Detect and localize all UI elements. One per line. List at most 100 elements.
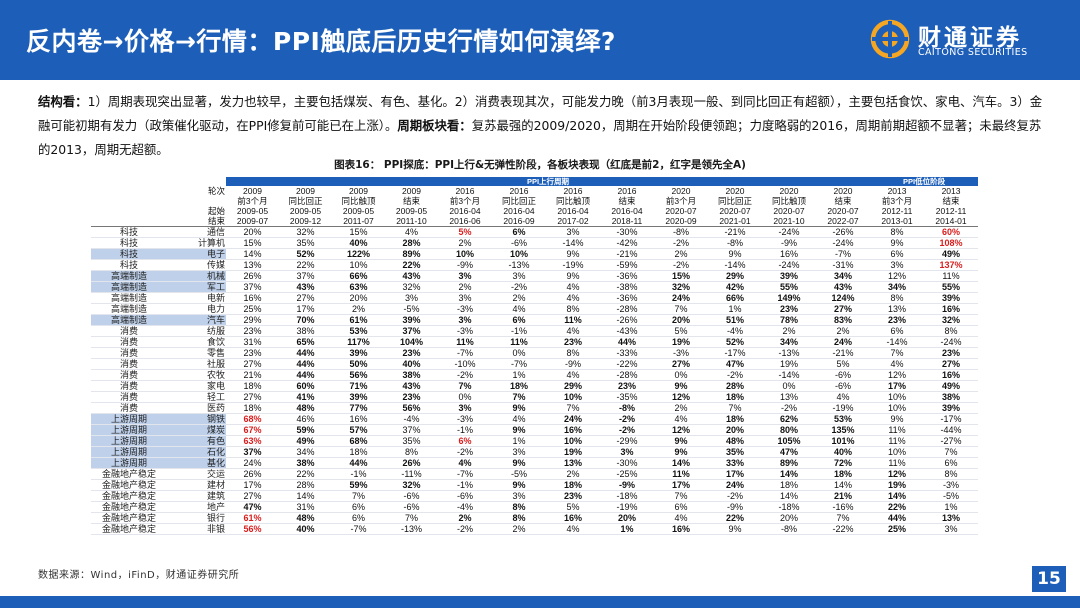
value-cell: 44% — [279, 369, 332, 381]
value-cell: 9% — [654, 435, 708, 447]
value-cell: 7% — [438, 380, 492, 392]
table-row: 上游周期 石化 37% 34% 18% 8% -2% 3% 19% 3% 9% 35% 47% 40% 10… — [91, 446, 979, 458]
sector-cell: 消费 — [91, 402, 167, 414]
value-cell: -1% — [332, 468, 385, 480]
value-cell: 20% — [708, 424, 762, 436]
header-cell: 2022-07 — [816, 216, 871, 227]
value-cell: 15% — [332, 226, 385, 238]
header-cell: 结束 — [167, 216, 226, 227]
value-cell: 47% — [762, 446, 816, 458]
value-cell: -6% — [385, 490, 438, 502]
value-cell: 24% — [816, 336, 871, 348]
value-cell: 38% — [924, 391, 979, 403]
industry-cell: 电新 — [167, 292, 226, 304]
value-cell: 34% — [279, 446, 332, 458]
value-cell: 6% — [870, 248, 925, 260]
value-cell: 23% — [226, 347, 279, 359]
value-cell: 17% — [870, 380, 925, 392]
industry-cell: 钢铁 — [167, 413, 226, 425]
value-cell: -19% — [816, 402, 871, 414]
value-cell: 8% — [546, 303, 600, 315]
value-cell: 60% — [924, 226, 979, 238]
value-cell: 67% — [226, 424, 279, 436]
value-cell: -38% — [600, 281, 654, 293]
value-cell: -2% — [438, 369, 492, 381]
header-cell: 同比触顶 — [555, 196, 590, 206]
value-cell: 78% — [762, 314, 816, 326]
value-cell: 16% — [546, 512, 600, 524]
industry-cell: 银行 — [167, 512, 226, 524]
value-cell: 7% — [492, 391, 546, 403]
value-cell: 6% — [332, 512, 385, 524]
value-cell: -42% — [600, 237, 654, 249]
value-cell: 25% — [870, 523, 925, 535]
table-row: 高端制造 汽车 29% 70% 61% 39% 3% 6% 11% -26% 20% 51% 78% 83… — [91, 314, 979, 326]
industry-cell: 汽车 — [167, 314, 226, 326]
value-cell: -2% — [762, 402, 816, 414]
table-row: 科技 计算机 15% 35% 40% 28% 2% -6% -14% -42% -2% -8% -9% -… — [91, 237, 979, 249]
table-row: 消费 家电 18% 60% 71% 43% 7% 18% 29% 23% 9% 28% 0% -6% 17%… — [91, 380, 979, 392]
value-cell: -1% — [438, 424, 492, 436]
value-cell: -36% — [600, 292, 654, 304]
table-row: 上游周期 钢铁 68% 46% 16% -4% -3% 4% 24% -2% 4% 18% 62% 53%… — [91, 413, 979, 425]
value-cell: 23% — [546, 490, 600, 502]
logo-cn-name: 财通证券 — [918, 25, 1022, 51]
value-cell: 5% — [816, 358, 871, 370]
value-cell: 2% — [332, 303, 385, 315]
value-cell: 24% — [708, 479, 762, 491]
value-cell: 18% — [762, 479, 816, 491]
header-cell: 2018-11 — [600, 216, 654, 227]
header-row: 起始 2009-05 2009-05 2009-05 2009-05 2016-04 201… — [91, 206, 978, 216]
value-cell: 19% — [762, 358, 816, 370]
value-cell: 18% — [546, 479, 600, 491]
value-cell: 29% — [546, 380, 600, 392]
value-cell: 13% — [762, 391, 816, 403]
value-cell: 18% — [226, 402, 279, 414]
value-cell: 22% — [385, 259, 438, 271]
value-cell: 68% — [332, 435, 385, 447]
header-cell: 2020 — [725, 186, 745, 196]
value-cell: -8% — [762, 523, 816, 535]
value-cell: 14% — [654, 457, 708, 469]
value-cell: 37% — [385, 424, 438, 436]
header-cell: 结束 — [834, 196, 852, 206]
value-cell: 3% — [870, 259, 925, 271]
value-cell: 117% — [332, 336, 385, 348]
summary-paragraph: 结构看：1）周期表现突出显著，发力也较早，主要包括煤炭、有色、基化。2）消费表现… — [38, 90, 1048, 162]
value-cell: 12% — [654, 424, 708, 436]
value-cell: 11% — [870, 457, 925, 469]
value-cell: 21% — [816, 490, 871, 502]
value-cell: -11% — [385, 468, 438, 480]
value-cell: 57% — [332, 424, 385, 436]
figure-title: 图表16： PPI探底：PPI上行&无弹性阶段，各板块表现（红底是前2，红字是领… — [334, 159, 746, 171]
value-cell: 7% — [654, 490, 708, 502]
value-cell: 0% — [492, 347, 546, 359]
table-row: 高端制造 电力 25% 17% 2% -5% -3% 4% 8% -28% 7% 1% 23% 27% 13… — [91, 303, 979, 315]
value-cell: -2% — [600, 413, 654, 425]
value-cell: 34% — [816, 270, 871, 282]
value-cell: 3% — [924, 523, 979, 535]
header-cell: 2020-07 — [719, 206, 751, 216]
value-cell: 4% — [492, 413, 546, 425]
header-cell: 结束 — [618, 196, 636, 206]
header-cell: 2021-01 — [708, 216, 762, 227]
header-cell: 结束 — [942, 196, 960, 206]
value-cell: 16% — [226, 292, 279, 304]
value-cell: -3% — [924, 479, 979, 491]
value-cell: 5% — [654, 325, 708, 337]
value-cell: 104% — [385, 336, 438, 348]
value-cell: 89% — [762, 457, 816, 469]
value-cell: 4% — [385, 226, 438, 238]
table-row: 上游周期 基化 24% 38% 44% 26% 4% 9% 13% -30% 14% 33% 89% 72… — [91, 457, 979, 469]
header-cell: 2009 — [243, 186, 262, 196]
value-cell: 14% — [226, 248, 279, 260]
value-cell: 52% — [279, 248, 332, 260]
value-cell: -5% — [492, 468, 546, 480]
value-cell: 26% — [226, 468, 279, 480]
value-cell: -26% — [600, 314, 654, 326]
sector-cell: 金融地产稳定 — [91, 501, 167, 513]
value-cell: 39% — [332, 391, 385, 403]
value-cell: 24% — [226, 457, 279, 469]
industry-cell: 军工 — [167, 281, 226, 293]
value-cell: -28% — [600, 369, 654, 381]
